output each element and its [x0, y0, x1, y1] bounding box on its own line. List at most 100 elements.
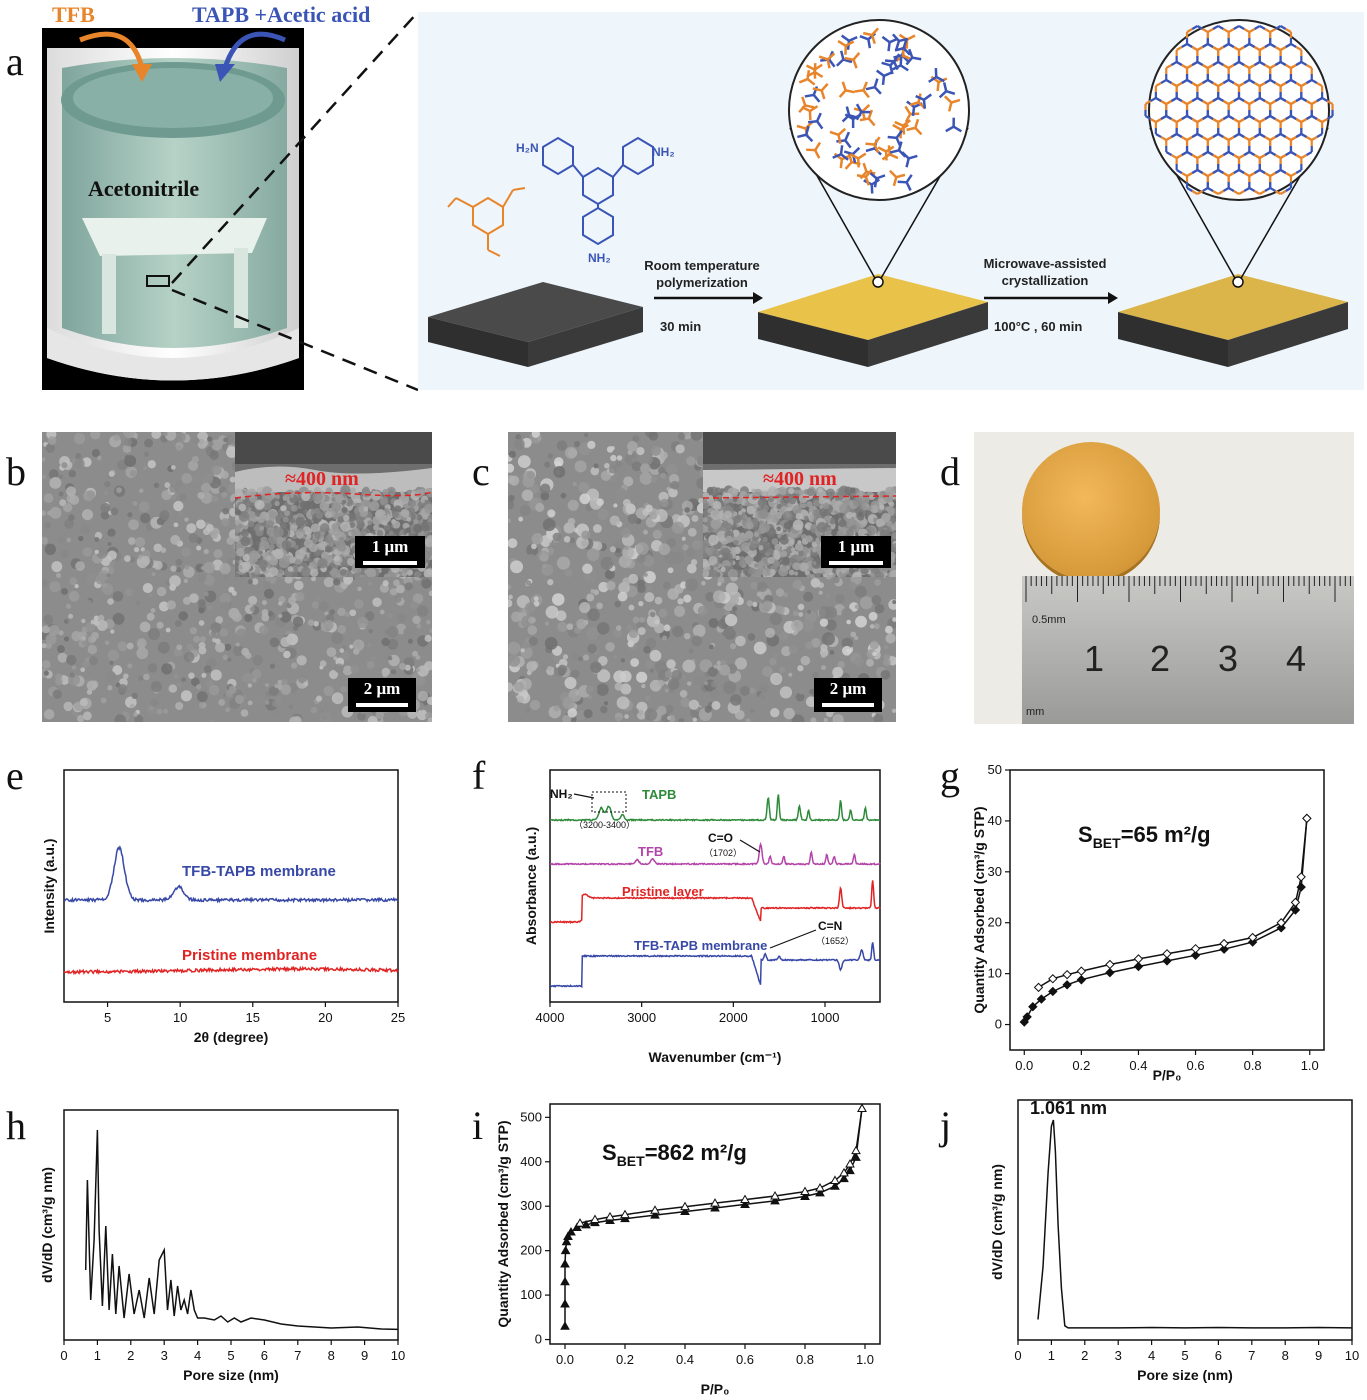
sem-grain: [649, 700, 653, 704]
sem-grain: [786, 513, 791, 518]
sem-grain: [593, 524, 602, 533]
y-tick-label: 50: [988, 762, 1002, 777]
sem-grain: [535, 503, 544, 512]
sem-grain: [295, 517, 305, 527]
chart-f-nh2-arrow: [574, 794, 594, 798]
sem-grain: [49, 477, 61, 489]
sem-grain: [408, 500, 416, 508]
sem-grain: [341, 507, 347, 513]
adsorption-marker: [1077, 976, 1085, 984]
sem-grain: [200, 636, 206, 642]
sem-grain: [181, 547, 191, 557]
sem-grain: [343, 515, 349, 521]
chart-f-cn: C=N: [818, 919, 842, 933]
sem-grain: [130, 470, 137, 477]
sem-grain: [190, 627, 197, 634]
sem-grain: [225, 707, 230, 712]
sem-grain: [573, 482, 577, 486]
sem-grain: [874, 579, 881, 586]
sem-grain: [604, 463, 610, 469]
sem-grain: [637, 584, 646, 593]
sem-grain: [839, 519, 847, 527]
sem-grain: [275, 696, 283, 704]
sem-grain: [210, 442, 214, 446]
x-tick-label: 9: [361, 1348, 368, 1363]
sem-grain: [71, 631, 81, 641]
sem-grain: [294, 545, 299, 550]
sem-grain: [643, 530, 648, 535]
sem-grain: [881, 513, 890, 522]
sem-grain: [636, 447, 644, 455]
sem-grain: [57, 645, 65, 653]
sem-grain: [854, 636, 858, 640]
sem-grain: [236, 642, 240, 646]
sem-grain: [429, 629, 432, 633]
scale-label-b: 2 μm: [348, 679, 416, 699]
sem-grain: [609, 465, 617, 473]
sem-grain: [693, 717, 697, 721]
sem-grain: [44, 671, 49, 676]
sem-grain: [530, 700, 540, 710]
sem-grain: [175, 559, 182, 566]
sem-grain: [694, 676, 704, 686]
sem-grain: [783, 708, 794, 719]
sem-grain: [509, 451, 516, 458]
sem-grain: [748, 633, 756, 641]
sem-grain: [269, 544, 275, 550]
desorption-marker: [1303, 814, 1311, 822]
sem-grain: [249, 550, 259, 560]
sem-grain: [749, 687, 755, 693]
sem-grain: [544, 462, 550, 468]
chart-e-label-membrane: TFB-TAPB membrane: [182, 863, 336, 880]
sem-grain: [278, 601, 283, 606]
sem-grain: [309, 553, 314, 558]
sem-grain: [885, 626, 893, 634]
sem-grain: [316, 597, 320, 601]
sem-grain: [416, 572, 421, 577]
sem-grain: [51, 561, 62, 572]
sem-grain: [832, 667, 843, 678]
network-node: [868, 39, 870, 48]
sem-grain: [312, 601, 319, 608]
sem-grain: [526, 661, 537, 672]
sem-grain: [509, 476, 519, 486]
chart-f-label-membrane: TFB-TAPB membrane: [634, 938, 767, 953]
sem-grain: [258, 559, 268, 569]
sem-inset-c: ≈400 nm 1 μm: [703, 432, 896, 577]
sem-grain: [327, 647, 337, 657]
sem-grain: [689, 649, 694, 654]
sem-grain: [747, 506, 755, 514]
sem-grain: [710, 509, 721, 520]
sem-grain: [514, 682, 524, 692]
sem-grain: [273, 549, 283, 559]
sem-grain: [204, 592, 209, 597]
sem-grain: [221, 492, 227, 498]
sem-grain: [547, 666, 552, 671]
sem-grain: [805, 642, 813, 650]
sem-grain: [740, 573, 744, 577]
sem-grain: [210, 531, 217, 538]
sem-grain: [583, 654, 589, 660]
sem-grain: [220, 601, 230, 611]
sem-grain: [606, 581, 616, 591]
sem-grain: [641, 684, 645, 688]
sem-grain: [124, 555, 131, 562]
sem-grain: [581, 540, 588, 547]
x-tick-label: 25: [391, 1010, 405, 1025]
sem-grain: [227, 658, 231, 662]
sem-grain: [68, 514, 75, 521]
sem-grain: [691, 559, 697, 565]
sem-grain: [235, 695, 244, 704]
sem-grain: [118, 641, 128, 651]
sem-grain: [199, 702, 206, 709]
sem-grain: [346, 537, 350, 541]
sem-grain: [381, 638, 389, 646]
sem-grain: [215, 642, 225, 652]
chart-g-xlabel: P/P₀: [1153, 1067, 1182, 1083]
sem-grain: [128, 519, 139, 530]
sem-grain: [637, 554, 646, 563]
chart-f-co: C=O: [708, 831, 733, 845]
sem-grain: [229, 686, 237, 694]
sem-grain: [166, 628, 171, 633]
